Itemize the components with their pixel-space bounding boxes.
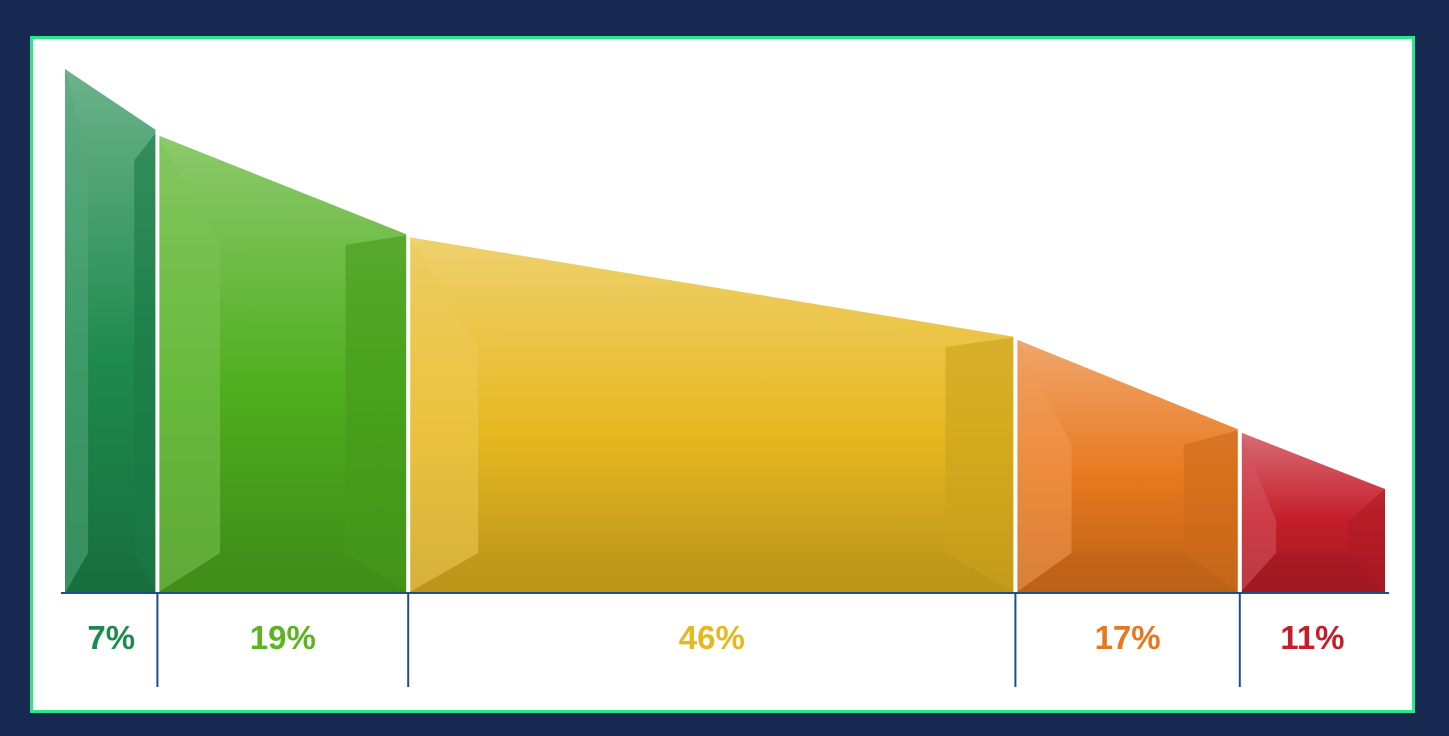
segment-label: 7%	[87, 619, 135, 656]
segment-left-facet	[65, 69, 89, 593]
segment-chart: 7% 19% 46% 17% 11%	[61, 69, 1389, 687]
segment-left-facet	[1239, 432, 1277, 593]
segment-5	[1239, 432, 1385, 593]
segment-right-facet	[345, 235, 409, 593]
segment-bottom-facet	[1239, 553, 1385, 593]
segment-4	[1015, 339, 1240, 593]
chart-frame: 7% 19% 46% 17% 11%	[30, 36, 1415, 713]
segment-left-facet	[408, 237, 479, 593]
segment-right-facet	[1183, 430, 1240, 593]
segment-bottom-facet	[157, 553, 409, 593]
segment-label: 46%	[679, 619, 745, 656]
segment-label: 11%	[1280, 619, 1344, 656]
segment-label: 19%	[250, 619, 316, 656]
segment-3	[408, 237, 1016, 593]
segment-body	[408, 237, 1016, 593]
segment-left-facet	[157, 135, 221, 593]
segment-left-facet	[1015, 339, 1072, 593]
segment-right-facet	[134, 131, 158, 593]
segment-1	[65, 69, 158, 593]
segment-bottom-facet	[1015, 553, 1240, 593]
segment-bottom-facet	[408, 553, 1016, 593]
segment-label: 17%	[1095, 619, 1161, 656]
segment-right-facet	[1348, 489, 1385, 593]
segment-right-facet	[945, 337, 1016, 593]
segment-2	[157, 135, 409, 593]
segment-bottom-facet	[65, 553, 158, 593]
